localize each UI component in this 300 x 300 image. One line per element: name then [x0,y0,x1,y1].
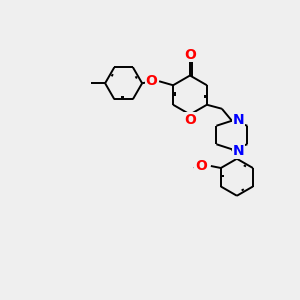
Text: O: O [184,112,196,127]
Text: N: N [233,113,244,127]
Text: N: N [233,144,244,158]
Text: O: O [145,74,157,88]
Text: O: O [195,159,207,173]
Text: O: O [184,47,196,61]
